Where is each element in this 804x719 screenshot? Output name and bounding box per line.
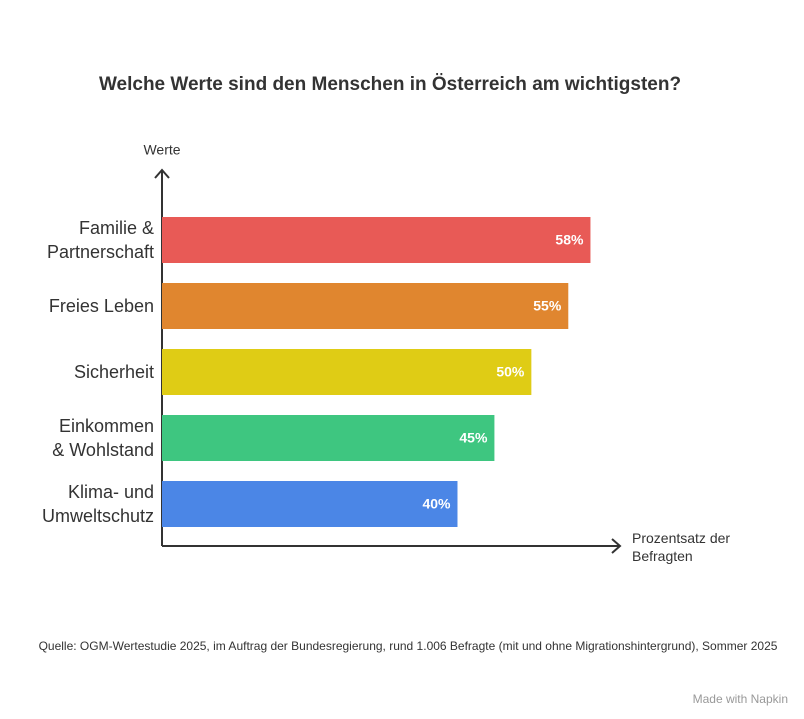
source-note: Quelle: OGM-Wertestudie 2025, im Auftrag… xyxy=(39,639,778,653)
value-label: 45% xyxy=(459,430,488,446)
bar xyxy=(162,349,532,395)
category-label: Familie & Partnerschaft xyxy=(46,218,154,262)
x-axis-label: Prozentsatz der Befragten xyxy=(632,530,731,564)
x-axis-arrow xyxy=(611,538,622,554)
branding: Made with Napkin xyxy=(693,692,788,706)
value-label: 40% xyxy=(422,496,451,512)
bar xyxy=(162,283,569,329)
value-label: 58% xyxy=(555,232,584,248)
bar xyxy=(162,415,495,461)
y-axis-arrow xyxy=(154,168,170,179)
category-label: Klima- und Umweltschutz xyxy=(41,482,154,526)
category-label: Freies Leben xyxy=(48,296,154,316)
value-label: 50% xyxy=(496,364,525,380)
value-label: 55% xyxy=(533,298,562,314)
chart-title: Welche Werte sind den Menschen in Österr… xyxy=(99,74,681,95)
category-label: Einkommen & Wohlstand xyxy=(52,416,154,460)
y-axis-label: Werte xyxy=(143,142,180,158)
bar xyxy=(162,217,591,263)
bar xyxy=(162,481,458,527)
category-label: Sicherheit xyxy=(73,362,154,382)
